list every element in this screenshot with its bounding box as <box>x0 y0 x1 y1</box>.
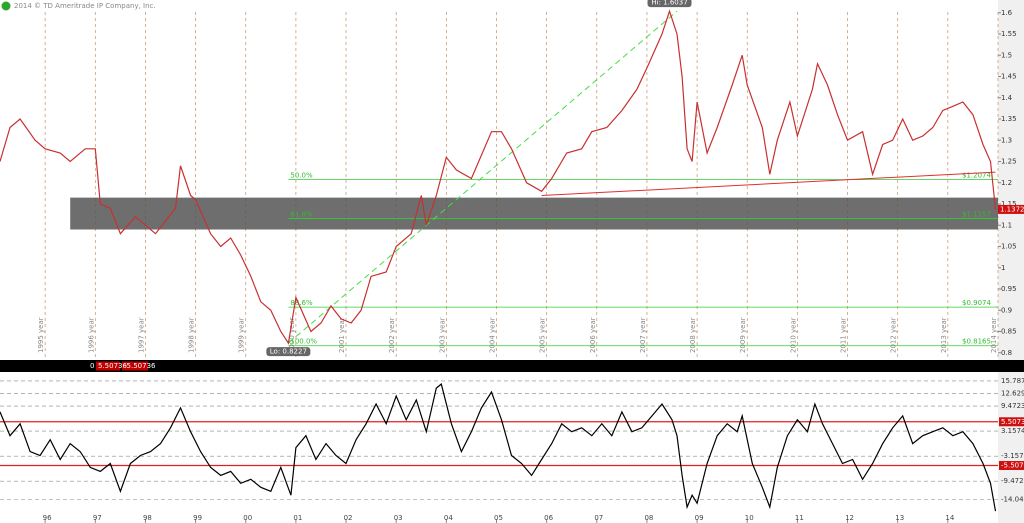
fib-price: $1.1157 <box>962 211 991 219</box>
year-label: 1999 year <box>238 317 246 353</box>
year-label: 2004 year <box>488 317 496 353</box>
y-tick-label: 1.25 <box>1001 158 1017 166</box>
x-tick-label: 96 <box>43 514 52 522</box>
header-box <box>96 361 120 371</box>
study-value: 5.50736 <box>98 362 127 370</box>
x-tick-label: 97 <box>93 514 102 522</box>
y-tick-label: 1.05 <box>1001 243 1017 251</box>
year-label: 2009 year <box>739 317 747 353</box>
x-tick-label: 98 <box>143 514 152 522</box>
year-label: 2013 year <box>940 317 948 353</box>
y-tick-label: 0.9 <box>1001 306 1012 314</box>
fib-pct: 100.0% <box>290 338 317 346</box>
x-tick-label: 08 <box>644 514 653 522</box>
study-value: -5.50736 <box>124 362 156 370</box>
price-line <box>0 9 997 345</box>
y-tick-label: 1.4 <box>1001 94 1013 102</box>
x-tick-label: 09 <box>695 514 704 522</box>
annotation: Hi: 1.6037 <box>651 0 687 7</box>
year-label: 1996 year <box>87 317 95 353</box>
y-tick-label: 0.95 <box>1001 285 1017 293</box>
x-tick-label: 10 <box>745 514 754 522</box>
y-tick-label: 12.6298 <box>1001 390 1024 398</box>
x-tick-label: 12 <box>845 514 854 522</box>
y-tick-label: 1.35 <box>1001 115 1017 123</box>
x-tick-label: 00 <box>243 514 252 522</box>
zone <box>70 197 998 230</box>
annotation: Lo: 0.8227 <box>270 348 307 356</box>
header-box <box>122 361 148 371</box>
x-tick-label: 06 <box>544 514 553 522</box>
y-tick-label: -9.4723 <box>1001 477 1024 485</box>
x-tick-label: 14 <box>945 514 954 522</box>
year-label: 2012 year <box>890 317 898 353</box>
x-tick-label: 99 <box>193 514 202 522</box>
y-tick-label: 1.6 <box>1001 9 1013 17</box>
year-label: 2006 year <box>589 317 597 353</box>
year-label: 2011 year <box>840 317 848 353</box>
tick-box <box>999 417 1024 427</box>
y-tick-label: 9.47232 <box>1001 402 1024 410</box>
y-tick-label: 1.45 <box>1001 73 1017 81</box>
y-tick-label: 1.15 <box>1001 200 1017 208</box>
fib-price: $0.9074 <box>962 299 991 307</box>
x-tick-label: 11 <box>795 514 804 522</box>
y-tick-label: 1.2 <box>1001 179 1012 187</box>
fib-pct: 50.0% <box>290 172 313 180</box>
year-label: 2003 year <box>438 317 446 353</box>
x-tick-label: 01 <box>293 514 302 522</box>
x-tick-label: 07 <box>594 514 603 522</box>
x-tick-label: 13 <box>895 514 904 522</box>
annotation-box <box>647 0 692 8</box>
y-tick-label: 1 <box>1001 264 1005 272</box>
trend-line <box>288 10 678 344</box>
price-line <box>0 383 997 512</box>
x-tick-label: 04 <box>444 514 453 522</box>
copyright: 2014 © TD Ameritrade IP Company, Inc. <box>14 2 156 10</box>
logo <box>1 1 11 11</box>
year-label: 2002 year <box>388 317 396 353</box>
axis-panel <box>998 0 1024 523</box>
study-label: 0 <box>90 362 94 370</box>
x-tick-label: 02 <box>344 514 353 522</box>
fib-pct: 61.8% <box>290 211 313 219</box>
year-label: 2010 year <box>789 317 797 353</box>
year-label: 1997 year <box>137 317 145 353</box>
last-price-box <box>998 204 1024 214</box>
y-tick-label: 0.85 <box>1001 328 1017 336</box>
fib-pct: 88.6% <box>290 299 313 307</box>
fib-price: $1.2074 <box>962 172 991 180</box>
y-tick-label: 1.3 <box>1001 136 1012 144</box>
y-tick-label: 1.55 <box>1001 30 1017 38</box>
year-label: 2014 year <box>990 317 998 353</box>
fib-price: $0.8165 <box>962 338 991 346</box>
x-tick-label: 03 <box>394 514 403 522</box>
y-tick-label: -14.045 <box>1001 495 1024 503</box>
y-tick-label: 5.50736 <box>1001 418 1024 426</box>
annotation-box <box>266 347 311 357</box>
year-label: 1998 year <box>188 317 196 353</box>
x-tick-label: 05 <box>494 514 503 522</box>
trend-line <box>541 171 996 196</box>
y-tick-label: 1.1 <box>1001 221 1012 229</box>
y-tick-label: 0.8 <box>1001 349 1012 357</box>
tick-box <box>999 460 1024 470</box>
year-label: 2001 year <box>338 317 346 353</box>
year-label: 2007 year <box>639 317 647 353</box>
y-tick-label: 1.5 <box>1001 51 1012 59</box>
year-label: 1995 year <box>37 317 45 353</box>
y-tick-label: 3.15744 <box>1001 427 1024 435</box>
year-label: 2008 year <box>689 317 697 353</box>
y-tick-label: -5.5074 <box>1001 461 1024 469</box>
y-tick-label: 15.7872 <box>1001 377 1024 385</box>
year-label: 2005 year <box>539 317 547 353</box>
study-header <box>0 360 1024 372</box>
year-label: 2000 year <box>288 317 296 353</box>
y-tick-label: -3.1574 <box>1001 452 1024 460</box>
last-price: 1.1372 <box>1000 205 1024 213</box>
